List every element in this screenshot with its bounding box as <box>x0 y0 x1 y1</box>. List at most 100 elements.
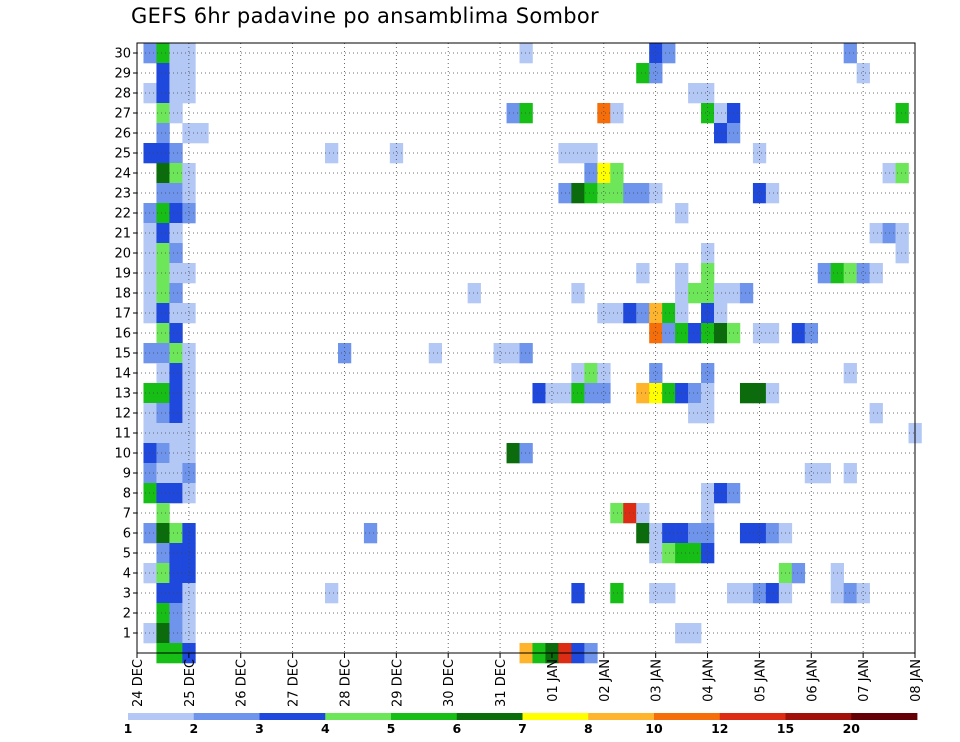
heatmap-cell <box>701 543 715 564</box>
heatmap-cell <box>714 483 728 504</box>
heatmap-cell <box>156 63 170 84</box>
heatmap-cell <box>156 483 170 504</box>
heatmap-cell <box>169 523 183 544</box>
y-tick-label: 26 <box>114 127 131 142</box>
colorbar-swatch <box>851 713 918 720</box>
heatmap-cell <box>714 283 728 304</box>
heatmap-cell <box>649 583 663 604</box>
heatmap-cell <box>156 143 170 164</box>
y-tick-label: 22 <box>114 207 131 222</box>
y-tick-label: 25 <box>114 147 131 162</box>
heatmap-cell <box>156 83 170 104</box>
heatmap-cell <box>739 283 754 304</box>
heatmap-cell <box>688 323 702 344</box>
heatmap-cell <box>662 383 676 404</box>
x-tick-label: 28 DEC <box>339 659 354 707</box>
heatmap-cell <box>156 163 170 184</box>
heatmap-cell <box>156 603 170 624</box>
colorbar-label: 1 <box>124 721 133 736</box>
heatmap-cell <box>739 523 754 544</box>
heatmap-cell <box>571 363 585 384</box>
colorbar-label: 3 <box>255 721 264 736</box>
heatmap-cell <box>804 323 819 344</box>
y-tick-label: 1 <box>123 627 131 642</box>
heatmap-cell <box>869 263 883 284</box>
heatmap-cell <box>156 403 170 424</box>
heatmap-cell <box>169 163 183 184</box>
x-tick-label: 29 DEC <box>390 659 405 707</box>
x-tick-label: 25 DEC <box>183 659 198 707</box>
y-axis: 1234567891011121314151617181920212223242… <box>114 47 137 642</box>
heatmap-cell <box>156 263 170 284</box>
gridlines <box>137 43 915 653</box>
heatmap-cell <box>156 463 170 484</box>
chart-title: GEFS 6hr padavine po ansamblima Sombor <box>131 4 599 28</box>
heatmap-cell <box>156 563 170 584</box>
colorbar-swatch <box>654 713 721 720</box>
heatmap-cell <box>156 363 170 384</box>
heatmap-cell <box>636 503 650 524</box>
heatmap-cell <box>156 283 170 304</box>
heatmap-cell <box>169 623 183 644</box>
heatmap-cell <box>765 383 780 404</box>
heatmap-cell <box>752 323 767 344</box>
heatmap-cell <box>701 523 715 544</box>
x-axis: 24 DEC 25 DEC 26 DEC 27 DEC 28 DEC 29 DEC 30 D… <box>131 653 924 707</box>
x-tick-label: 02 JAN <box>598 659 613 702</box>
heatmap-cell <box>169 543 183 564</box>
colorbar-swatch <box>522 713 589 720</box>
heatmap-cell <box>156 103 170 124</box>
heatmap-cell <box>817 263 832 284</box>
heatmap-cell <box>597 303 611 324</box>
heatmap-cell <box>156 503 170 524</box>
heatmap-cell <box>765 523 780 544</box>
heatmap-cell <box>856 583 870 604</box>
y-tick-label: 5 <box>123 547 131 562</box>
y-tick-label: 17 <box>114 307 131 322</box>
heatmap-cell <box>856 263 870 284</box>
y-tick-label: 24 <box>114 167 131 182</box>
heatmap-cell <box>752 383 767 404</box>
heatmap-cell <box>169 83 183 104</box>
colorbar-swatch <box>325 713 392 720</box>
heatmap-cell <box>143 443 157 464</box>
heatmap-cell <box>156 543 170 564</box>
heatmap-cell <box>169 183 183 204</box>
heatmap-cell <box>584 363 598 384</box>
x-tick-label: 30 DEC <box>442 659 457 707</box>
x-tick-label: 07 JAN <box>857 659 872 702</box>
colorbar-swatch <box>193 713 260 720</box>
heatmap-cell <box>143 523 157 544</box>
heatmap-cell <box>688 383 702 404</box>
x-tick-label: 03 JAN <box>650 659 665 702</box>
heatmap-cell <box>791 563 806 584</box>
colorbar-label: 7 <box>518 721 527 736</box>
colorbar-swatch <box>588 713 655 720</box>
heatmap-cell <box>701 303 715 324</box>
colorbar-swatch <box>719 713 786 720</box>
y-tick-label: 30 <box>114 47 131 62</box>
y-tick-label: 29 <box>114 67 131 82</box>
heatmap-cell <box>571 583 585 604</box>
heatmap-cell <box>156 303 170 324</box>
heatmap-cell <box>169 363 183 384</box>
heatmap-cell <box>169 603 183 624</box>
heatmap-cell <box>143 383 157 404</box>
heatmap-cell <box>752 523 767 544</box>
heatmap-cell <box>519 343 533 364</box>
heatmap-cell <box>584 183 598 204</box>
heatmap-cell <box>843 263 857 284</box>
heatmap-cell <box>701 483 715 504</box>
heatmap-cell <box>169 143 183 164</box>
heatmap-cell <box>701 243 715 264</box>
plot-frame <box>136 42 916 654</box>
heatmap-cell <box>545 383 559 404</box>
heatmap-cell <box>143 623 157 644</box>
heatmap-cell <box>688 83 702 104</box>
heatmap-cell <box>610 583 624 604</box>
heatmap-cell <box>597 183 611 204</box>
heatmap-cell <box>169 223 183 244</box>
y-tick-label: 14 <box>114 367 131 382</box>
heatmap-cell <box>662 523 676 544</box>
